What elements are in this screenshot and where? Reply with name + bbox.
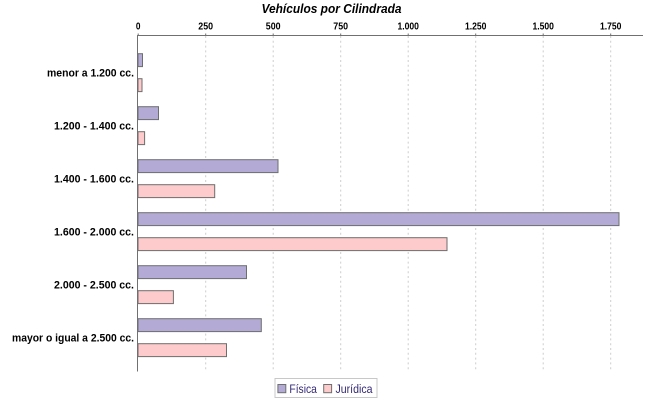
svg-text:1.000: 1.000 — [397, 20, 419, 32]
svg-text:1.500: 1.500 — [532, 20, 554, 32]
svg-text:1.200 - 1.400 cc.: 1.200 - 1.400 cc. — [54, 120, 134, 132]
svg-text:menor a 1.200 cc.: menor a 1.200 cc. — [47, 67, 134, 79]
svg-text:Vehículos por Cilindrada: Vehículos por Cilindrada — [262, 1, 402, 16]
svg-text:750: 750 — [333, 20, 348, 32]
svg-text:500: 500 — [266, 20, 281, 32]
svg-text:2.000 - 2.500 cc.: 2.000 - 2.500 cc. — [54, 279, 134, 291]
svg-text:1.400 - 1.600 cc.: 1.400 - 1.600 cc. — [54, 173, 134, 185]
svg-text:Física: Física — [289, 382, 317, 396]
svg-text:0: 0 — [136, 20, 141, 32]
svg-text:Jurídica: Jurídica — [336, 382, 373, 396]
svg-text:1.250: 1.250 — [465, 20, 487, 32]
svg-text:250: 250 — [198, 20, 213, 32]
svg-text:1.600 - 2.000 cc.: 1.600 - 2.000 cc. — [54, 226, 134, 238]
svg-text:mayor o igual a 2.500 cc.: mayor o igual a 2.500 cc. — [12, 332, 134, 344]
svg-text:1.750: 1.750 — [600, 20, 622, 32]
